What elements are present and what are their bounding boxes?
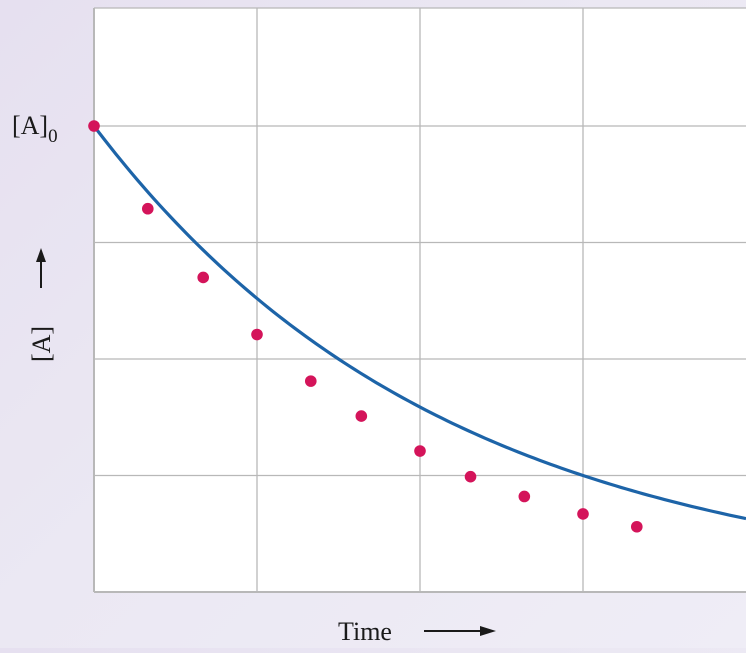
y-axis-label: [A] xyxy=(27,326,56,362)
series-line xyxy=(92,125,746,521)
x-axis-label-group: Time xyxy=(338,617,496,646)
data-point xyxy=(141,202,154,215)
y-intercept-label-main: [A] xyxy=(12,111,48,140)
y-axis-arrow-head xyxy=(36,248,46,262)
data-point xyxy=(251,328,263,341)
data-point xyxy=(464,470,477,483)
data-points xyxy=(88,120,643,533)
data-point xyxy=(197,271,210,284)
data-point xyxy=(414,445,426,457)
data-point xyxy=(304,375,317,387)
data-point xyxy=(355,410,368,422)
x-axis-arrow-head xyxy=(480,626,496,636)
data-point xyxy=(518,490,531,503)
x-axis-label: Time xyxy=(338,617,392,646)
y-intercept-label-subscript: 0 xyxy=(48,126,58,147)
data-point xyxy=(577,508,589,520)
y-intercept-label: [A]0 xyxy=(12,111,58,147)
data-point xyxy=(630,520,643,533)
y-axis-label-group: [A] xyxy=(27,248,56,362)
data-point xyxy=(88,120,100,132)
